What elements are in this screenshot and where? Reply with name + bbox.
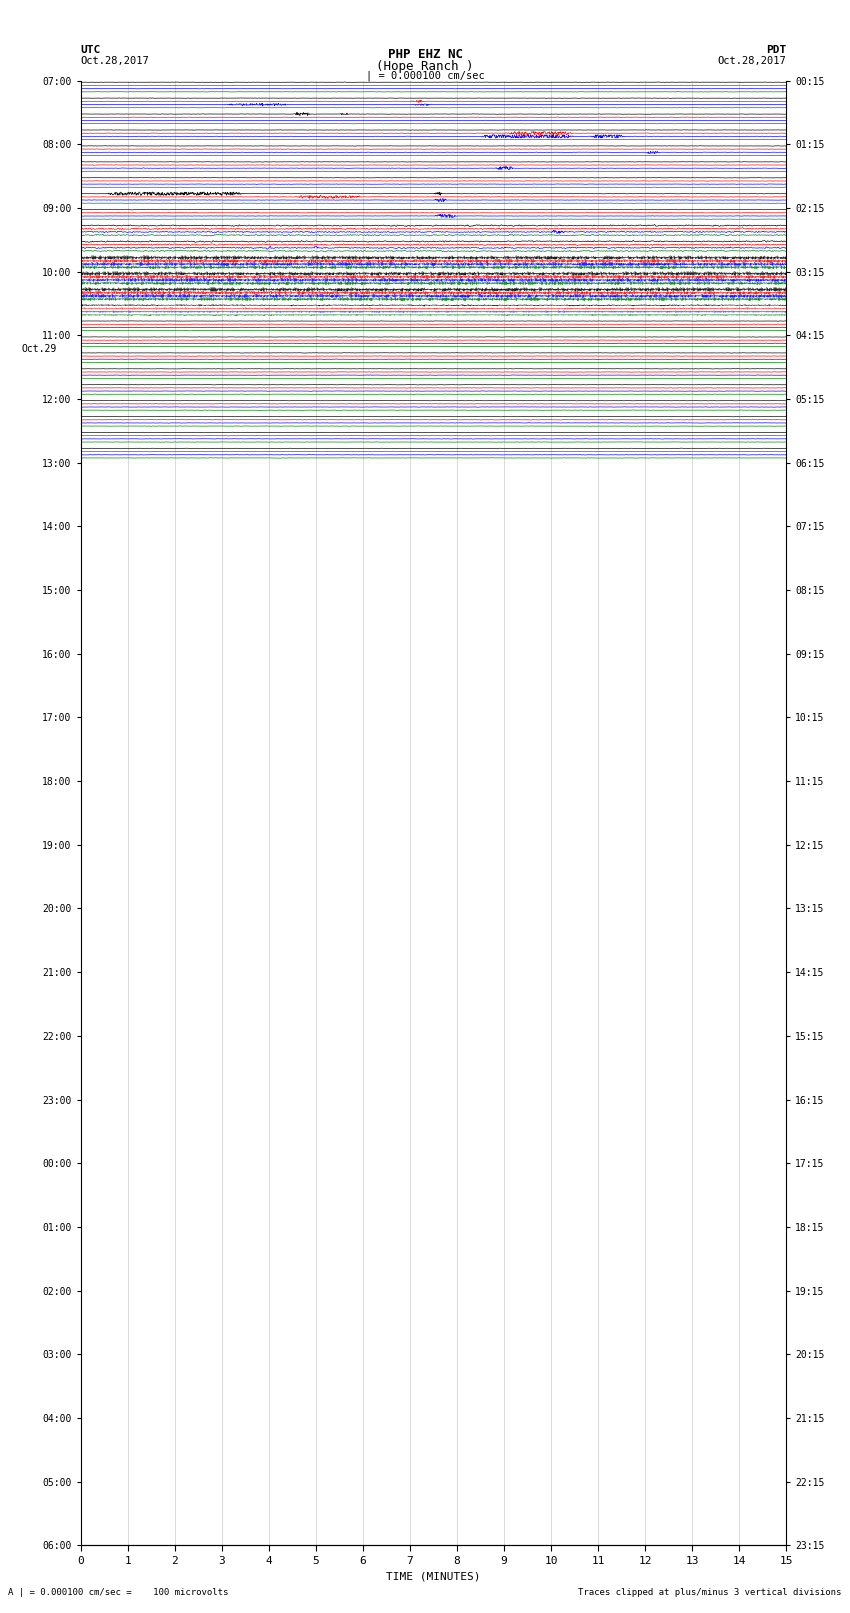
Text: PDT: PDT (766, 45, 786, 55)
Text: A | = 0.000100 cm/sec =    100 microvolts: A | = 0.000100 cm/sec = 100 microvolts (8, 1587, 229, 1597)
Text: UTC: UTC (81, 45, 101, 55)
Text: PHP EHZ NC: PHP EHZ NC (388, 48, 462, 61)
Text: Oct.29: Oct.29 (22, 344, 57, 353)
X-axis label: TIME (MINUTES): TIME (MINUTES) (386, 1571, 481, 1581)
Text: Traces clipped at plus/minus 3 vertical divisions: Traces clipped at plus/minus 3 vertical … (578, 1587, 842, 1597)
Text: Oct.28,2017: Oct.28,2017 (81, 56, 150, 66)
Text: Oct.28,2017: Oct.28,2017 (717, 56, 786, 66)
Text: (Hope Ranch ): (Hope Ranch ) (377, 60, 473, 73)
Text: | = 0.000100 cm/sec: | = 0.000100 cm/sec (366, 71, 484, 82)
